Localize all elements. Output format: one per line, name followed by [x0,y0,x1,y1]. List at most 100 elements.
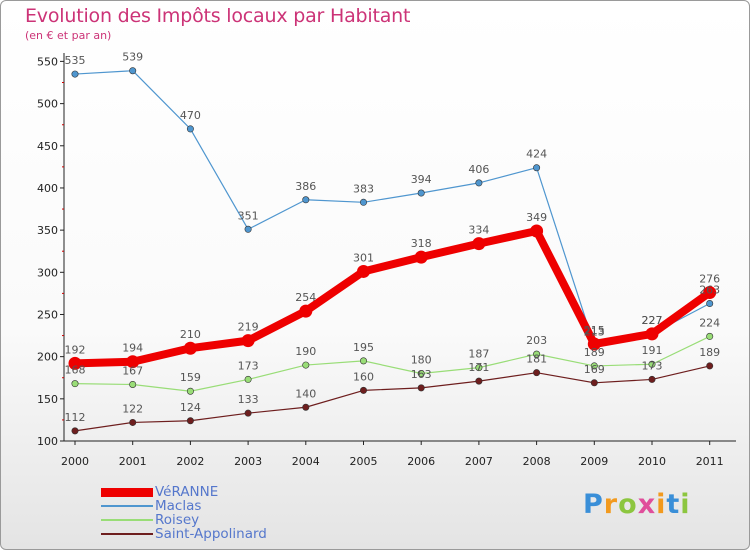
data-point [359,386,367,394]
data-label: 210 [180,328,201,341]
data-point [186,125,194,133]
y-tick-label: 300 [37,266,58,279]
data-point [417,370,425,378]
data-point [71,380,79,388]
legend-item: Saint-Appolinard [101,527,267,541]
data-point [302,403,310,411]
logo-letter: i [656,489,667,520]
data-label: 539 [122,51,143,64]
data-point [359,198,367,206]
legend-label: Roisey [155,512,200,528]
data-label: 263 [699,284,720,297]
data-label: 424 [526,148,547,161]
data-point [648,360,656,368]
x-tick-label: 2010 [638,455,666,468]
legend-swatch [101,505,153,507]
data-point [68,356,82,370]
data-label: 276 [699,273,720,286]
data-point [71,70,79,78]
y-tick-label: 200 [37,351,58,364]
data-label: 351 [238,209,259,222]
data-label: 194 [122,342,143,355]
series-line [74,365,711,432]
data-label: 215 [584,324,605,337]
series-line [74,70,711,347]
data-label: 227 [642,314,663,327]
legend-item: Roisey [101,513,267,527]
data-point [299,304,313,318]
data-label: 224 [699,316,720,329]
data-point [71,427,79,435]
data-point [417,384,425,392]
data-point [241,334,255,348]
series-line [74,335,711,392]
x-tick-label: 2000 [61,455,89,468]
data-label: 181 [526,353,547,366]
chart-axes: 100 150 200 250 300 350 400 450 500 550 2000 2001 20… [37,53,736,468]
y-tick-label: 400 [37,182,58,195]
legend-item: VéRANNE [101,485,267,499]
data-label: 386 [295,180,316,193]
data-label: 173 [238,359,259,372]
chart-title: Evolution des Impôts locaux par Habitant [25,5,411,27]
y-tick-label: 500 [37,98,58,111]
data-label: 167 [122,364,143,377]
data-label: 163 [411,368,432,381]
data-label: 112 [65,411,86,424]
logo-letter: o [618,489,638,520]
data-point [703,286,717,300]
data-point [183,341,197,355]
data-label: 180 [411,354,432,367]
logo-letter: x [637,489,657,520]
data-point [359,357,367,365]
data-label: 406 [468,163,489,176]
data-point [475,364,483,372]
legend-label: Saint-Appolinard [155,526,267,542]
data-label: 192 [65,343,86,356]
data-label: 189 [699,346,720,359]
y-tick-label: 350 [37,224,58,237]
data-point [244,409,252,417]
y-tick-label: 150 [37,393,58,406]
data-point [706,300,714,308]
x-tick-label: 2005 [350,455,378,468]
data-label: 334 [468,224,489,237]
data-point [648,375,656,383]
data-label: 195 [353,341,374,354]
data-label: 301 [353,251,374,264]
data-point [417,189,425,197]
data-point [129,380,137,388]
x-tick-label: 2002 [176,455,204,468]
data-label: 318 [411,237,432,250]
data-point [590,362,598,370]
data-label: 254 [295,291,316,304]
data-label: 171 [468,361,489,374]
data-label: 122 [122,402,143,415]
y-tick-label: 450 [37,140,58,153]
chart-legend: VéRANNE Maclas Roisey Saint-Appolinard [101,485,267,541]
data-point [475,179,483,187]
data-label: 124 [180,401,201,414]
data-label: 219 [238,321,259,334]
logo-letter: i [680,489,691,520]
data-label: 173 [642,359,663,372]
data-point [357,264,370,278]
data-label: 190 [295,345,316,358]
data-label: 140 [295,387,316,400]
data-point [302,196,310,204]
x-tick-label: 2011 [696,455,724,468]
data-point [706,332,714,340]
data-point [302,361,310,369]
data-label: 227 [642,314,663,327]
data-point [530,224,544,238]
data-point [186,417,194,425]
y-tick-label: 550 [37,55,58,68]
data-label: 168 [65,364,86,377]
data-point [706,362,714,370]
data-point [244,225,252,233]
x-tick-label: 2004 [292,455,320,468]
chart-series [68,67,717,435]
data-label: 535 [65,54,86,67]
data-label: 189 [584,346,605,359]
